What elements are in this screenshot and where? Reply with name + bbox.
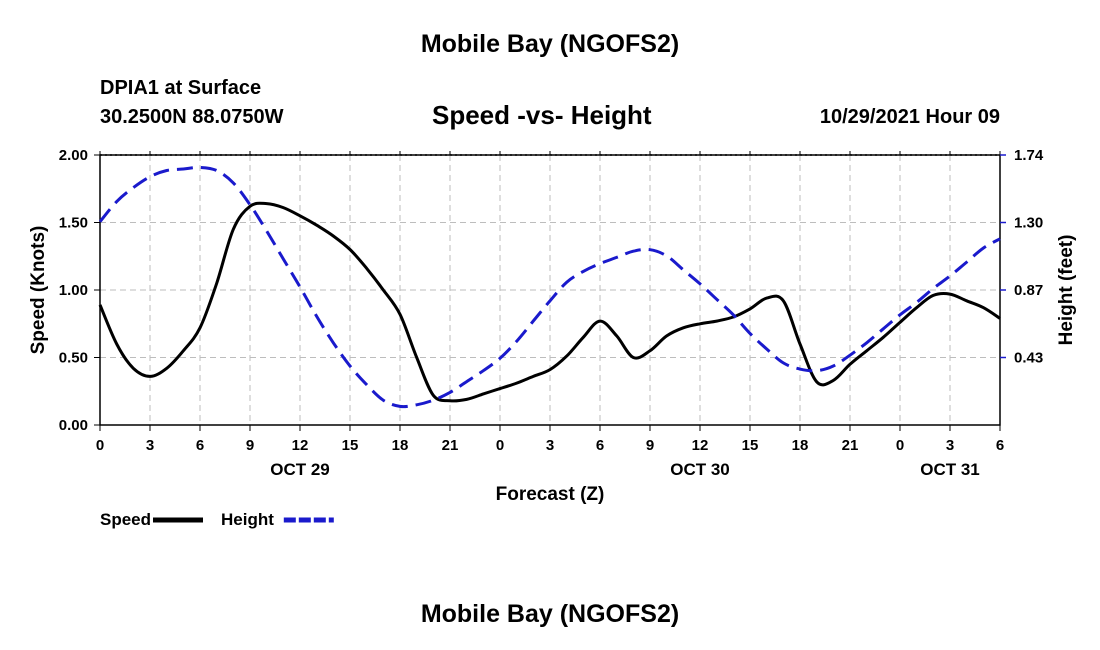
date-label: OCT 29 bbox=[270, 460, 330, 479]
x-tick-label: 3 bbox=[946, 437, 954, 454]
x-tick-label: 0 bbox=[96, 437, 104, 454]
chart-main-title: Mobile Bay (NGOFS2) bbox=[420, 30, 680, 58]
x-tick-label: 21 bbox=[442, 437, 459, 454]
y-tick-label: 2.00 bbox=[59, 147, 88, 164]
date-label: OCT 31 bbox=[920, 460, 980, 479]
y-tick-label: 1.00 bbox=[59, 282, 88, 299]
station-label: DPIA1 at Surface bbox=[100, 77, 262, 99]
series-lines bbox=[98, 165, 1001, 409]
forecast-datetime: 10/29/2021 Hour 09 bbox=[819, 106, 1000, 128]
y2-axis-label: Height (feet) bbox=[1056, 235, 1077, 346]
x-tick-label: 9 bbox=[246, 437, 254, 454]
chart-legend: Speed Height bbox=[100, 510, 334, 529]
x-tick-label: 21 bbox=[842, 437, 859, 454]
x-tick-label: 3 bbox=[546, 437, 554, 454]
y2-tick-label: 0.87 bbox=[1014, 282, 1043, 299]
x-tick-label: 0 bbox=[896, 437, 904, 454]
legend-label-speed: Speed bbox=[100, 510, 151, 529]
grid-lines bbox=[100, 154, 1000, 425]
y-tick-label: 0.50 bbox=[59, 350, 88, 367]
repeated-chart-title: Mobile Bay (NGOFS2) bbox=[420, 600, 680, 628]
y-axis-label: Speed (Knots) bbox=[28, 226, 49, 355]
series-height-line bbox=[98, 165, 1001, 409]
chart-subtitle: Speed -vs- Height bbox=[432, 100, 652, 130]
x-tick-label: 3 bbox=[146, 437, 154, 454]
y2-tick-label: 1.74 bbox=[1014, 147, 1044, 164]
y-tick-label: 1.50 bbox=[59, 215, 88, 232]
legend-label-height: Height bbox=[221, 510, 274, 529]
x-tick-label: 18 bbox=[792, 437, 809, 454]
axis-ticks: 0 3 6 9 12 15 18 21 0 3 6 9 12 15 18 21 0 3 6 OCT 29 OCT 30 O… bbox=[59, 147, 1044, 479]
x-tick-label: 12 bbox=[692, 437, 709, 454]
x-tick-label: 15 bbox=[342, 437, 359, 454]
y2-tick-label: 0.43 bbox=[1014, 350, 1043, 367]
x-tick-label: 12 bbox=[292, 437, 309, 454]
y2-tick-label: 1.30 bbox=[1014, 215, 1043, 232]
x-tick-label: 6 bbox=[596, 437, 604, 454]
x-tick-label: 6 bbox=[996, 437, 1004, 454]
x-tick-label: 6 bbox=[196, 437, 204, 454]
x-axis-label: Forecast (Z) bbox=[496, 484, 605, 505]
date-label: OCT 30 bbox=[670, 460, 730, 479]
y-tick-label: 0.00 bbox=[59, 417, 88, 434]
x-tick-label: 9 bbox=[646, 437, 654, 454]
station-coordinates: 30.2500N 88.0750W bbox=[100, 106, 284, 128]
x-tick-label: 15 bbox=[742, 437, 759, 454]
series-speed-line bbox=[98, 201, 1001, 403]
x-tick-label: 18 bbox=[392, 437, 409, 454]
x-tick-label: 0 bbox=[496, 437, 504, 454]
